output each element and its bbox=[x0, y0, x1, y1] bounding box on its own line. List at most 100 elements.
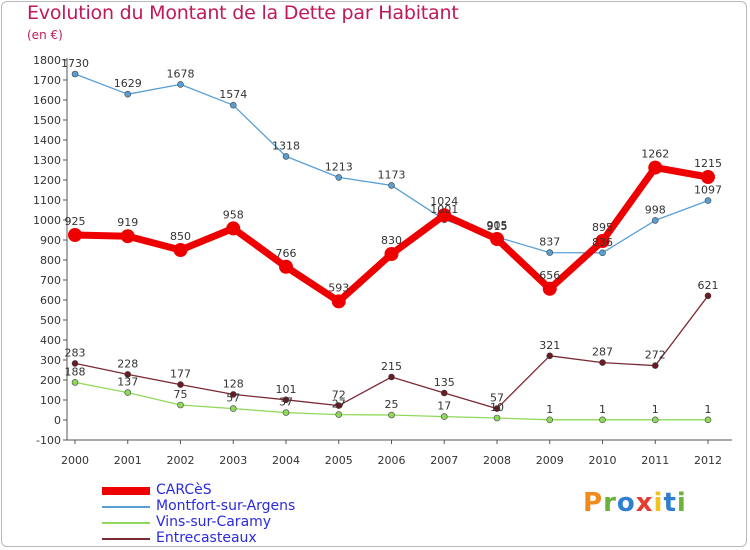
data-label-0: 905 bbox=[487, 219, 508, 232]
series-point-2 bbox=[546, 416, 554, 424]
series-point-0 bbox=[437, 208, 452, 223]
data-label-3: 128 bbox=[223, 377, 244, 390]
legend-swatch-vins bbox=[102, 522, 150, 524]
x-tick-label: 2010 bbox=[589, 454, 617, 467]
series-point-1 bbox=[704, 197, 712, 204]
y-tick-label: 1700 bbox=[33, 74, 61, 87]
series-point-0 bbox=[68, 228, 82, 242]
x-tick-label: 2000 bbox=[61, 454, 89, 467]
series-point-3 bbox=[704, 292, 712, 300]
x-tick-label: 2001 bbox=[114, 454, 142, 467]
x-tick-label: 2012 bbox=[694, 454, 722, 467]
data-label-0: 766 bbox=[276, 247, 297, 260]
y-tick-label: 200 bbox=[40, 374, 61, 387]
brand-letter: t bbox=[663, 488, 677, 518]
data-label-1: 1574 bbox=[219, 88, 247, 101]
data-label-3: 177 bbox=[170, 368, 191, 381]
series-point-1 bbox=[71, 70, 79, 78]
series-point-3 bbox=[440, 389, 448, 397]
data-label-3: 57 bbox=[490, 392, 504, 405]
x-tick-label: 2004 bbox=[272, 454, 300, 467]
data-label-0: 958 bbox=[223, 208, 244, 221]
x-tick-label: 2009 bbox=[536, 454, 564, 467]
y-tick-label: 1500 bbox=[33, 114, 61, 127]
data-label-2: 10 bbox=[490, 401, 504, 414]
brand-logo: Proxiti bbox=[583, 488, 687, 518]
data-label-2: 25 bbox=[385, 398, 399, 411]
series-point-1 bbox=[124, 90, 132, 98]
data-label-3: 215 bbox=[381, 360, 402, 373]
y-tick-label: 1800 bbox=[33, 54, 61, 67]
y-tick-label: 500 bbox=[40, 314, 61, 327]
y-tick-label: 1000 bbox=[33, 214, 61, 227]
x-tick-label: 2005 bbox=[325, 454, 353, 467]
y-tick-label: -100 bbox=[36, 434, 61, 447]
brand-letter: x bbox=[635, 488, 654, 518]
series-point-0 bbox=[490, 232, 504, 246]
y-tick-label: 600 bbox=[40, 294, 61, 307]
series-point-0 bbox=[542, 281, 557, 296]
series-point-0 bbox=[701, 170, 715, 184]
data-label-2: 37 bbox=[279, 396, 293, 409]
series-point-0 bbox=[331, 294, 346, 309]
brand-letter: P bbox=[583, 488, 604, 518]
series-point-2 bbox=[704, 416, 712, 424]
series-line-3 bbox=[74, 295, 709, 410]
series-point-1 bbox=[229, 101, 237, 109]
series-point-1 bbox=[599, 249, 606, 257]
legend-label-carces: CARCèS bbox=[156, 482, 212, 498]
data-label-2: 57 bbox=[226, 392, 240, 405]
data-label-2: 1 bbox=[546, 403, 553, 416]
y-tick-label: 100 bbox=[40, 394, 61, 407]
data-label-2: 1 bbox=[652, 403, 659, 416]
series-point-1 bbox=[177, 81, 184, 88]
legend-label-vins: Vins-sur-Caramy bbox=[156, 514, 272, 530]
data-label-1: 836 bbox=[592, 236, 613, 249]
data-label-2: 27 bbox=[332, 398, 346, 411]
data-label-3: 321 bbox=[539, 339, 560, 352]
series-point-2 bbox=[493, 414, 501, 422]
y-tick-label: 700 bbox=[40, 274, 61, 287]
series-point-2 bbox=[651, 416, 659, 424]
series-point-2 bbox=[229, 405, 237, 412]
data-label-3: 287 bbox=[592, 346, 613, 359]
y-tick-label: 1400 bbox=[33, 134, 61, 147]
legend-swatch-montfort bbox=[102, 506, 150, 508]
data-label-3: 72 bbox=[332, 389, 346, 402]
data-label-2: 17 bbox=[437, 400, 451, 413]
series-point-2 bbox=[388, 411, 395, 419]
data-label-3: 228 bbox=[117, 357, 138, 370]
data-label-1: 998 bbox=[645, 203, 666, 216]
data-label-1: 1730 bbox=[61, 57, 89, 70]
y-tick-label: 1200 bbox=[33, 174, 61, 187]
series-point-3 bbox=[282, 396, 290, 404]
legend-label-montfort: Montfort-sur-Argens bbox=[156, 498, 296, 514]
brand-letter: r bbox=[603, 488, 617, 518]
y-tick-label: 0 bbox=[54, 414, 61, 427]
series-point-0 bbox=[384, 247, 399, 261]
series-point-3 bbox=[493, 405, 501, 412]
series-point-2 bbox=[282, 409, 290, 416]
data-label-2: 75 bbox=[174, 388, 188, 401]
data-label-0: 925 bbox=[65, 215, 86, 228]
data-label-0: 919 bbox=[117, 216, 138, 229]
data-label-1: 1678 bbox=[167, 67, 195, 80]
data-label-1: 1001 bbox=[430, 203, 458, 216]
y-tick-label: 900 bbox=[40, 234, 61, 247]
data-label-3: 101 bbox=[276, 383, 297, 396]
series-point-1 bbox=[388, 182, 395, 189]
data-label-2: 1 bbox=[705, 403, 712, 416]
data-label-1: 1097 bbox=[694, 184, 722, 197]
data-label-3: 621 bbox=[698, 279, 719, 292]
series-point-2 bbox=[71, 379, 79, 386]
series-point-1 bbox=[335, 174, 343, 181]
brand-letter: i bbox=[653, 488, 664, 518]
series-point-3 bbox=[335, 402, 343, 409]
series-point-1 bbox=[651, 217, 659, 224]
x-tick-label: 2008 bbox=[483, 454, 511, 467]
data-label-0: 1215 bbox=[694, 157, 722, 170]
series-point-1 bbox=[282, 153, 290, 160]
series-point-3 bbox=[229, 391, 237, 398]
data-label-2: 188 bbox=[65, 365, 86, 378]
